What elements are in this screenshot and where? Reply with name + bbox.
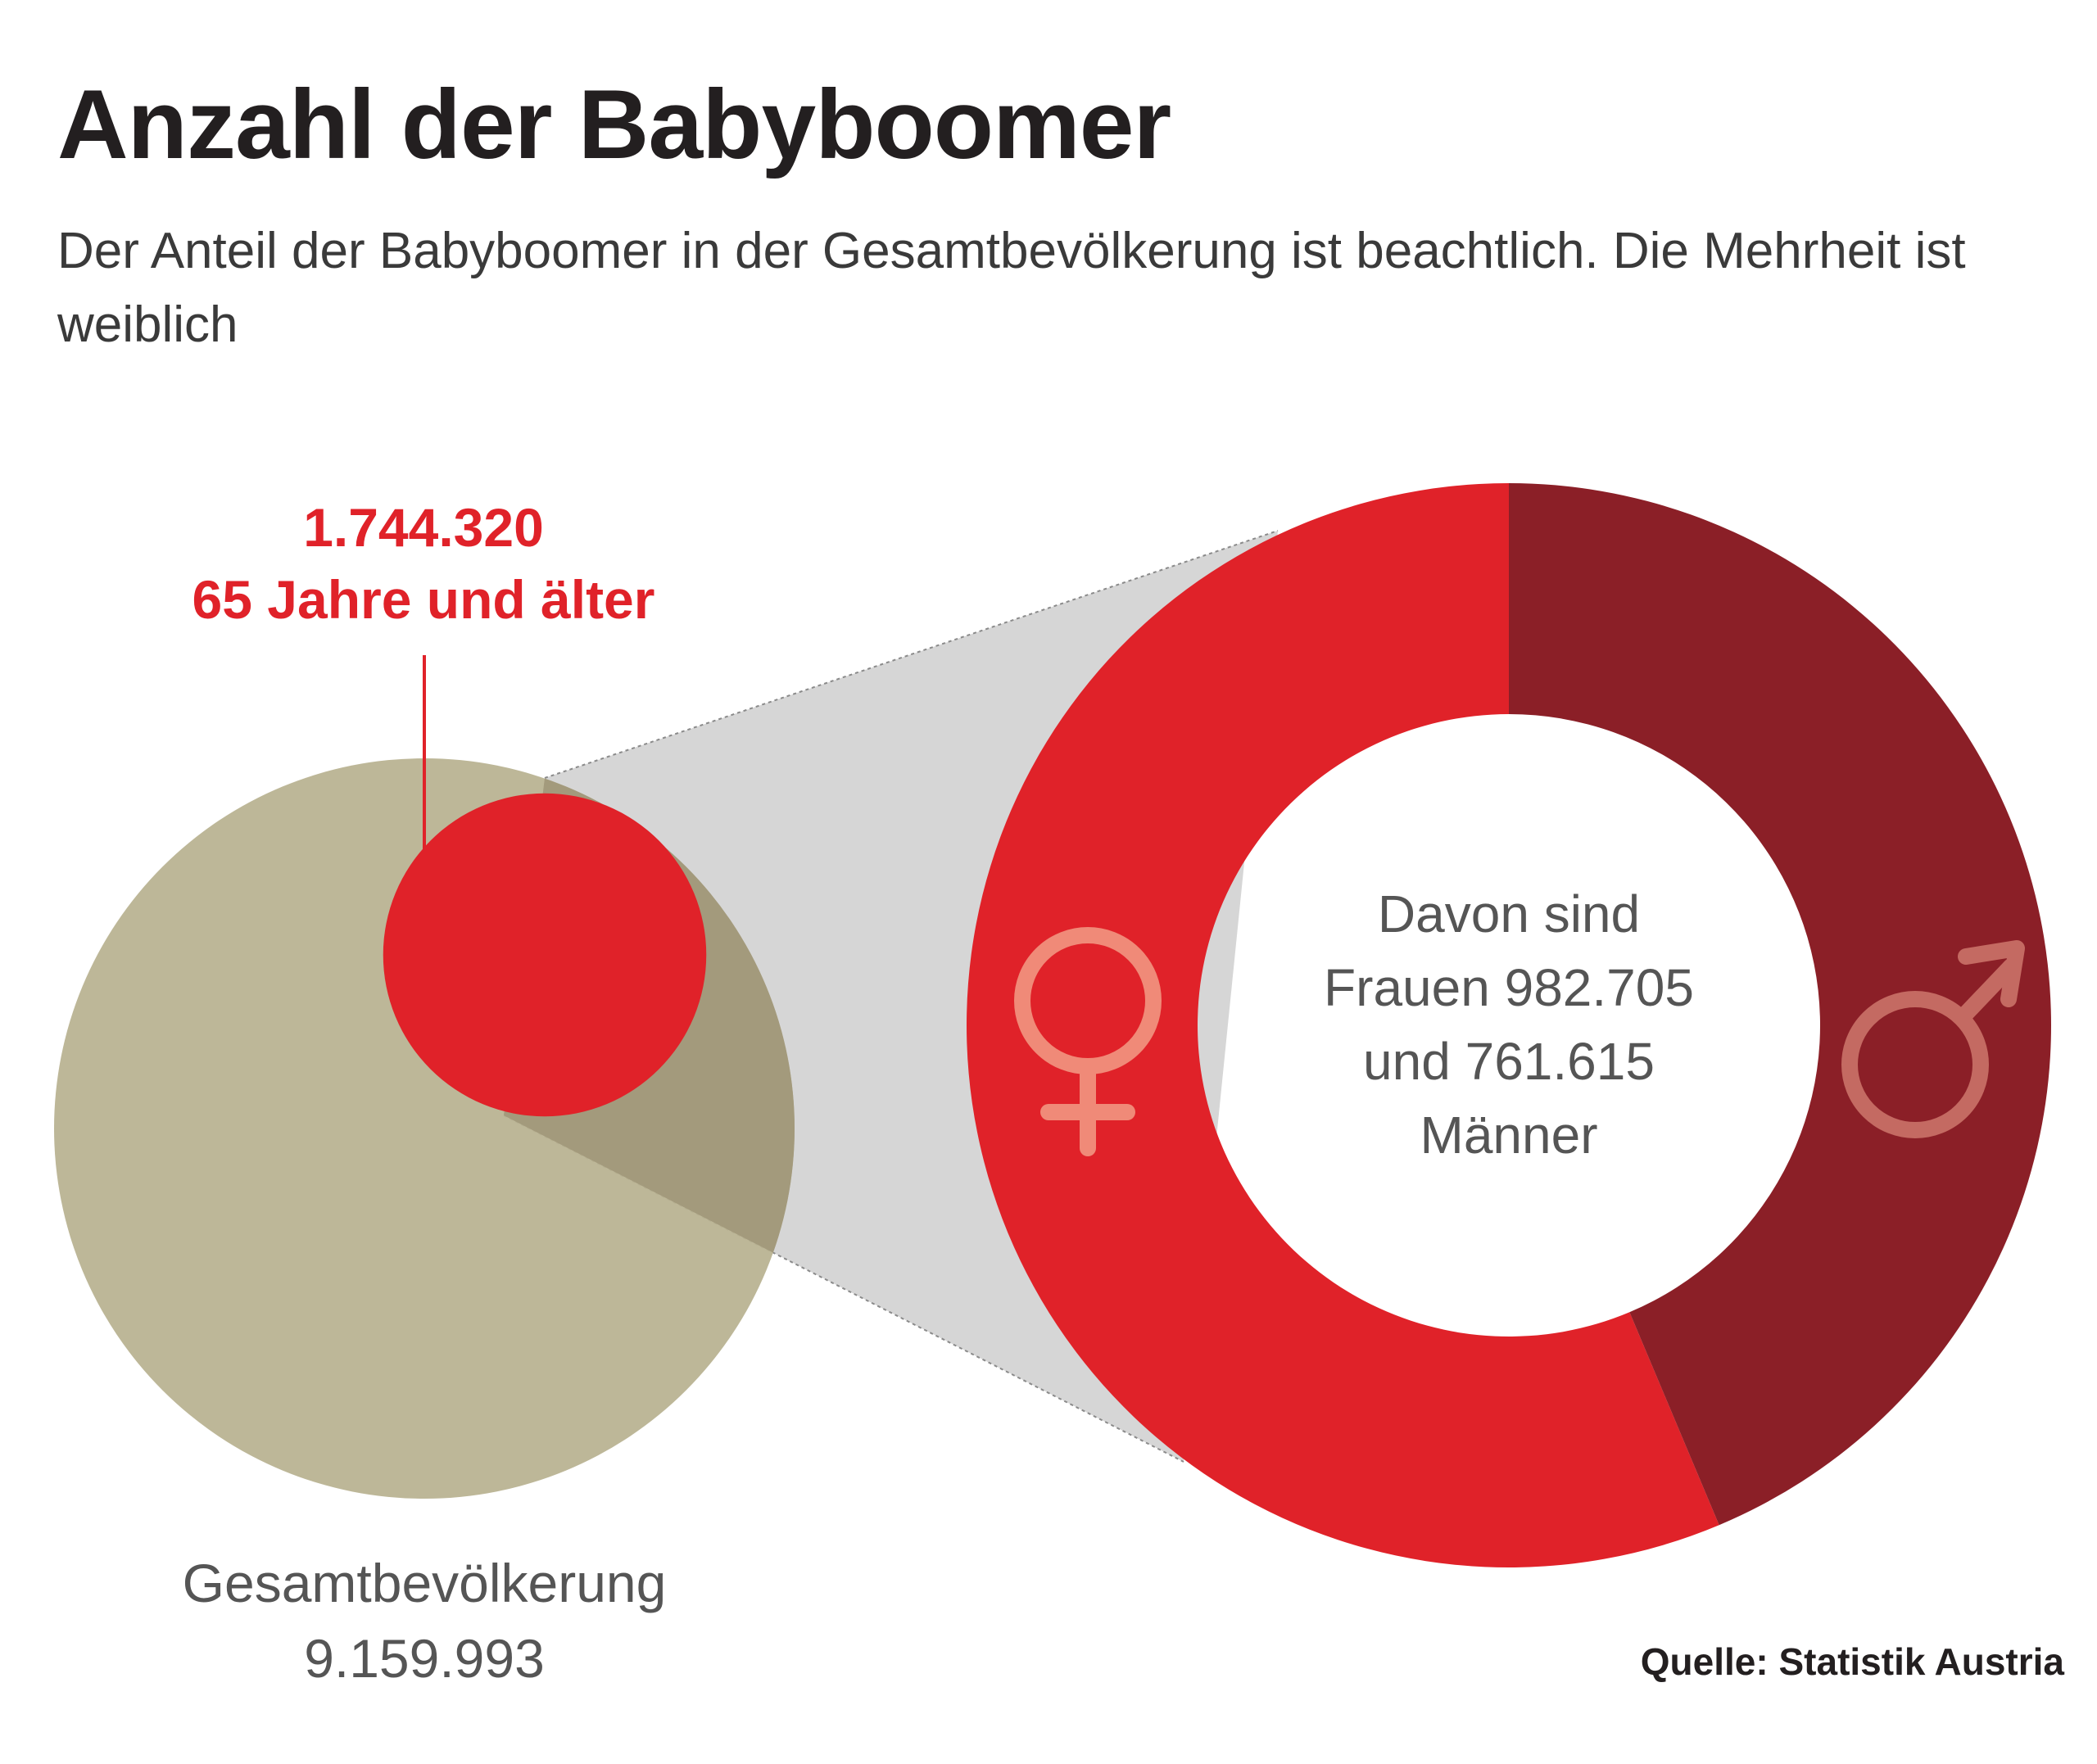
zoom-connector-top-line: [544, 530, 1279, 779]
chart-title: Anzahl der Babyboomer: [57, 70, 1171, 179]
total-name-label: Gesamtbevölkerung: [183, 1553, 667, 1613]
female-symbol-icon: [1014, 927, 1162, 1156]
donut-center-line-3: und 761.615: [1363, 1032, 1655, 1091]
donut-center-line-4: Männer: [1420, 1106, 1598, 1165]
bubble-seniors: [383, 793, 707, 1117]
seniors-value-label: 1.744.320: [303, 497, 544, 558]
donut-slice-female: [967, 483, 1719, 1568]
male-symbol-icon: [1841, 940, 2025, 1138]
male-symbol-arrowhead: [1958, 940, 2025, 1007]
donut-slice-male: [1509, 483, 2051, 1526]
donut-center-line-1: Davon sind: [1378, 884, 1640, 943]
male-symbol-ring: [1841, 991, 1989, 1138]
source-note: Quelle: Statistik Austria: [1640, 1640, 2064, 1683]
donut-center-line-2: Frauen 982.705: [1324, 958, 1694, 1017]
chart-subtitle: Der Anteil der Babyboomer in der Gesamtb…: [57, 223, 1966, 353]
seniors-name-label: 65 Jahre und älter: [192, 569, 655, 630]
total-value-label: 9.159.993: [304, 1628, 545, 1689]
male-symbol-shaft: [1954, 958, 2019, 1026]
